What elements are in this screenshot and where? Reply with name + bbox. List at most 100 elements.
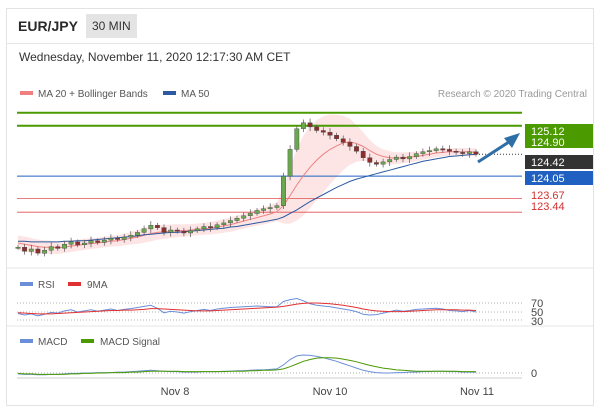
chart-datetime: Wednesday, November 11, 2020 12:17:30 AM… xyxy=(19,50,291,64)
price-candle xyxy=(287,145,293,181)
price-candle xyxy=(214,222,220,230)
price-candle xyxy=(380,158,386,168)
ma50-line xyxy=(18,153,477,243)
price-candle-body xyxy=(194,228,200,231)
price-candle xyxy=(141,225,147,236)
price-candle-body xyxy=(420,151,426,154)
price-candle xyxy=(22,243,27,255)
price-candle-body xyxy=(367,157,373,163)
price-candle-body xyxy=(141,228,147,233)
price-candle-body xyxy=(188,230,193,234)
price-label-ma50: 124.05 xyxy=(525,171,593,185)
price-candle xyxy=(55,244,61,251)
price-candle-body xyxy=(75,241,81,246)
price-candle-body xyxy=(393,156,399,160)
price-candle-body xyxy=(380,161,386,165)
macd-panel: MACD MACD Signal 0 xyxy=(17,337,537,380)
price-candle-body xyxy=(62,243,67,249)
price-label-s1-text: 123.67 xyxy=(531,190,565,202)
price-candle-body xyxy=(294,128,300,150)
legend-rsi-ma-label: 9MA xyxy=(87,280,108,291)
price-candle xyxy=(460,149,466,157)
price-candle xyxy=(15,244,21,250)
price-candle-body xyxy=(28,248,34,252)
price-candle-body xyxy=(440,148,446,151)
price-candle-body xyxy=(108,238,114,241)
price-candle xyxy=(208,222,213,232)
price-label-r1: 124.90 xyxy=(525,136,593,149)
legend-macd-signal-label: MACD Signal xyxy=(100,337,160,348)
price-candle xyxy=(367,153,373,167)
price-candle xyxy=(327,128,333,140)
price-candle-body xyxy=(274,205,280,208)
price-candle-body xyxy=(427,150,432,153)
price-candle-body xyxy=(453,150,459,153)
main-legend: MA 20 + Bollinger Bands MA 50 Research ©… xyxy=(20,89,587,100)
price-candle-body xyxy=(22,246,27,252)
x-tick-nov8: Nov 8 xyxy=(161,386,190,398)
price-candle-body xyxy=(261,208,266,211)
price-candle-body xyxy=(68,241,74,245)
price-candle xyxy=(154,222,160,230)
rsi-level-50: 50 xyxy=(531,307,543,319)
price-candle-body xyxy=(327,132,333,136)
chart-header: EUR/JPY 30 MIN xyxy=(7,9,593,44)
price-candle xyxy=(128,231,134,242)
price-candle-body xyxy=(221,222,227,225)
x-tick-nov11: Nov 11 xyxy=(460,386,494,398)
price-candle-body xyxy=(460,152,466,154)
price-candle xyxy=(267,203,273,213)
price-candle xyxy=(261,205,266,214)
price-candle-body xyxy=(115,238,121,240)
price-candle xyxy=(75,239,81,248)
macd-zero-label: 0 xyxy=(531,368,537,380)
price-candle-body xyxy=(413,153,419,157)
price-candle-body xyxy=(15,246,21,249)
price-candle-body xyxy=(447,149,452,152)
price-candle xyxy=(68,237,74,249)
price-candle xyxy=(241,212,247,222)
price-candle-body xyxy=(301,122,306,129)
price-candle xyxy=(194,226,200,233)
price-candle-body xyxy=(254,210,260,214)
price-candle xyxy=(427,146,432,156)
price-candle xyxy=(201,223,207,233)
price-candle xyxy=(95,238,101,245)
price-candle-body xyxy=(334,134,339,139)
price-candle xyxy=(407,152,412,164)
ma20-line xyxy=(17,141,477,249)
rsi-level-30: 30 xyxy=(531,316,543,328)
price-candle xyxy=(453,148,459,155)
price-candle xyxy=(247,209,253,220)
price-candle-body xyxy=(354,146,359,152)
price-candle xyxy=(334,132,339,142)
bollinger-bands xyxy=(18,114,476,254)
price-candle-body xyxy=(320,130,326,133)
price-candle-body xyxy=(135,232,140,236)
price-candle xyxy=(234,215,240,223)
price-candle-body xyxy=(407,156,412,160)
price-candle-body xyxy=(360,150,366,158)
price-candle-body xyxy=(433,148,439,151)
price-candle xyxy=(340,135,346,146)
price-candle xyxy=(433,146,439,153)
legend-ma50-label: MA 50 xyxy=(181,89,210,100)
legend-ma20-label: MA 20 + Bollinger Bands xyxy=(38,89,148,100)
price-candle xyxy=(35,246,41,256)
price-candle-body xyxy=(314,126,320,131)
price-candle xyxy=(62,241,67,252)
price-candle-body xyxy=(101,239,107,243)
trend-arrow-icon xyxy=(477,133,520,164)
timeframe-badge[interactable]: 30 MIN xyxy=(86,14,137,38)
price-candle-body xyxy=(374,162,379,165)
price-candle xyxy=(447,145,452,156)
price-candle-body xyxy=(387,159,393,163)
price-candle xyxy=(274,203,280,210)
price-label-last-text: 124.42 xyxy=(531,157,565,169)
price-candle-body xyxy=(214,224,220,228)
price-candle xyxy=(88,236,94,248)
price-label-r2: 125.12 xyxy=(525,124,593,138)
price-candle-body xyxy=(400,156,406,160)
price-candle-body xyxy=(174,229,180,232)
price-candle-body xyxy=(148,225,154,230)
